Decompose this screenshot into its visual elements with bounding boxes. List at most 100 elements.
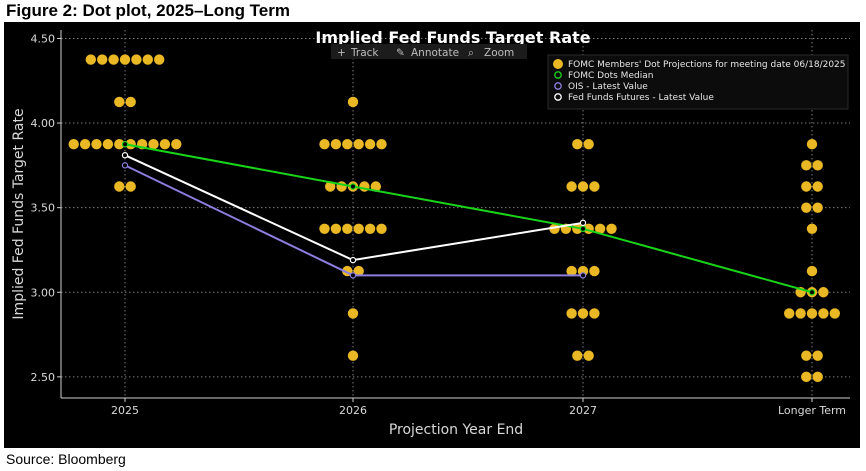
dot-projection [171,139,182,150]
dot-projection [102,139,114,150]
dot-projection [572,223,583,235]
dot-projection [606,223,617,235]
axes [60,30,850,399]
annotate-label: Annotate [411,47,459,59]
zoom-button[interactable]: ⌕ Zoom [468,47,514,59]
dot-projection [566,265,577,277]
legend-dot-marker [553,59,563,69]
dot-projections [68,54,840,383]
dot-projection [319,139,330,150]
series-point-2 [349,272,357,279]
figure-title: Figure 2: Dot plot, 2025–Long Term [6,1,290,20]
dot-projection [806,308,818,319]
dot-projection [347,308,359,319]
crosshair-icon: + [337,47,346,59]
dot-projection [589,181,600,192]
dot-projection [589,265,600,277]
dot-projection [119,54,131,65]
x-tick-label: 2025 [111,404,139,417]
y-tick-label: 4.50 [31,32,56,45]
dot-projection [577,181,589,192]
legend-futures-marker [554,93,562,101]
legend-ois-marker [554,82,562,90]
dot-projection [325,181,336,192]
dot-projection [91,139,102,150]
dot-projection [812,181,823,192]
dot-projection [801,202,812,213]
dot-projection [148,139,159,150]
legend-item-dots[interactable]: FOMC Members' Dot Projections for meetin… [553,59,846,70]
dot-projection [131,54,142,65]
dot-projection [370,181,381,192]
legend-box [547,54,849,110]
dot-projection [572,139,583,150]
dot-projection [125,96,136,108]
series-point-2 [579,272,587,279]
pencil-icon: ✎ [396,47,405,59]
x-tick-label: 2026 [339,404,367,417]
series-lines [121,141,816,296]
dot-projection [801,350,812,361]
series-point-3 [349,256,357,264]
legend-median-marker [554,71,562,79]
source-note: Source: Bloomberg [6,451,126,467]
legend-label-ois: OIS - Latest Value [568,82,648,92]
dot-projection [376,139,387,150]
dot-projection [364,139,376,150]
chart[interactable]: 2.50 3.00 3.50 4.00 4.50 2025 2026 2027 Longer … [4,22,860,448]
dot-projection [806,265,818,277]
dot-projection [114,96,125,108]
dot-projection [347,96,359,108]
dot-projection [114,181,125,192]
x-axis-label: Projection Year End [389,422,523,438]
dot-projection [818,287,829,298]
dot-projection [795,308,806,319]
dot-projection [330,223,342,235]
dot-projection [68,139,79,150]
dot-projection [353,139,364,150]
dot-projection [829,308,840,319]
y-tick-label: 2.50 [31,371,56,384]
dot-projection [142,54,153,65]
series-point-1 [808,289,816,296]
dot-projection [812,202,823,213]
series-point-3 [579,219,587,227]
legend-item-futures[interactable]: Fed Funds Futures - Latest Value [554,93,715,103]
dot-projection [159,139,171,150]
dot-projection [583,139,594,150]
series-point-1 [121,141,129,148]
dot-projection [818,308,829,319]
dot-projection [319,223,330,235]
x-ticks: 2025 2026 2027 Longer Term [111,398,846,417]
dot-projection [125,139,136,150]
series-point-1 [349,183,357,190]
dot-projection [97,54,108,65]
dot-projection [812,160,823,171]
dot-projection [784,308,795,319]
dot-projection [125,181,136,192]
legend-label-median: FOMC Dots Median [568,71,653,81]
chart-title: Implied Fed Funds Target Rate [315,28,590,47]
y-axis-label: Implied Fed Funds Target Rate [11,108,27,319]
legend-label-dots: FOMC Members' Dot Projections for meetin… [568,60,846,70]
series-line-1 [124,143,813,294]
legend-item-ois[interactable]: OIS - Latest Value [554,82,648,92]
dot-projection [812,350,823,361]
dot-projection [801,181,812,192]
dot-projection [353,265,364,277]
dot-projection [108,54,119,65]
dot-projection [566,181,577,192]
chart-toolbar: + Track ✎ Annotate ⌕ Zoom [331,44,527,59]
dot-projection [812,371,823,383]
legend-label-futures: Fed Funds Futures - Latest Value [568,93,714,103]
dot-projection [572,350,583,361]
track-button[interactable]: + Track [337,47,379,59]
dot-projection [79,139,91,150]
zoom-label: Zoom [484,47,514,59]
legend-item-median[interactable]: FOMC Dots Median [554,71,654,81]
dot-projection [583,350,594,361]
y-ticks: 2.50 3.00 3.50 4.00 4.50 [31,32,61,384]
annotate-button[interactable]: ✎ Annotate [396,47,459,59]
dot-projection [594,223,606,235]
series-point-1 [579,225,587,233]
